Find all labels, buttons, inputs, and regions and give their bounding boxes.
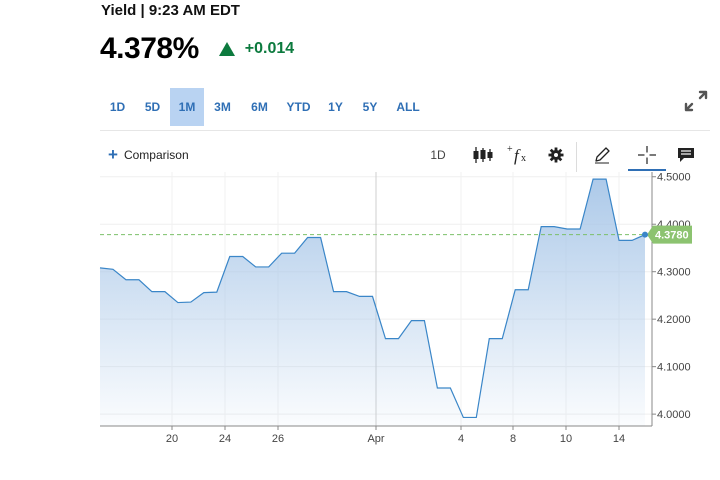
svg-text:x: x — [521, 153, 526, 164]
current-yield: 4.378% — [100, 32, 199, 65]
last-value-label: 4.3780 — [655, 230, 689, 242]
crosshair-icon[interactable] — [633, 142, 661, 168]
price-row: 4.378% +0.014 — [100, 32, 294, 66]
time-range-tabs: 1D 5D 1M 3M 6M YTD 1Y 5Y ALL — [100, 88, 428, 126]
tab-all[interactable]: ALL — [396, 100, 420, 114]
tab-ytd[interactable]: YTD — [286, 100, 311, 114]
y-tick-label: 4.3000 — [657, 267, 691, 279]
x-tick-label: 4 — [458, 433, 464, 445]
y-tick-label: 4.0000 — [657, 409, 691, 421]
svg-text:f: f — [514, 146, 521, 165]
gear-icon[interactable] — [544, 142, 568, 168]
x-tick-label: 14 — [613, 433, 625, 445]
x-tick-label: 10 — [560, 433, 572, 445]
comparison-button[interactable]: + Comparison — [108, 145, 189, 164]
y-tick-label: 4.1000 — [657, 362, 691, 374]
y-tick-label: 4.5000 — [657, 172, 691, 184]
last-point-marker — [642, 231, 648, 238]
expand-icon[interactable] — [684, 90, 708, 112]
pencil-icon[interactable] — [590, 142, 614, 168]
tab-1d[interactable]: 1D — [109, 100, 126, 114]
chart-toolbar: + Comparison 1D + f x — [100, 140, 710, 174]
x-tick-label: 20 — [166, 433, 178, 445]
tab-1m[interactable]: 1M — [170, 88, 204, 126]
change-value: +0.014 — [244, 40, 295, 57]
svg-text:+: + — [507, 144, 513, 155]
triangle-up-icon — [218, 42, 235, 56]
tab-5d[interactable]: 5D — [144, 100, 161, 114]
function-icon[interactable]: + f x — [506, 142, 530, 168]
x-tick-label: 26 — [272, 433, 284, 445]
y-tick-label: 4.2000 — [657, 314, 691, 326]
candlestick-icon[interactable] — [470, 142, 496, 168]
header-divider — [100, 130, 710, 131]
last-value-tag — [647, 225, 692, 244]
active-tool-underline — [628, 169, 666, 171]
chat-icon[interactable] — [674, 142, 698, 168]
x-tick-label: 8 — [510, 433, 516, 445]
x-tick-label: 24 — [219, 433, 231, 445]
plus-icon: + — [108, 145, 118, 164]
tab-5y[interactable]: 5Y — [362, 100, 378, 114]
x-tick-label: Apr — [367, 433, 384, 445]
yield-line — [99, 178, 646, 419]
change-indicator: +0.014 — [218, 40, 295, 58]
page-title: Yield | 9:23 AM EDT — [101, 2, 240, 19]
interval-selector[interactable]: 1D — [430, 148, 446, 162]
tab-6m[interactable]: 6M — [251, 100, 268, 114]
tab-3m[interactable]: 3M — [214, 100, 231, 114]
toolbar-separator — [576, 142, 577, 172]
yield-area — [100, 179, 645, 426]
tab-1y[interactable]: 1Y — [328, 100, 343, 114]
comparison-label: Comparison — [123, 148, 189, 162]
